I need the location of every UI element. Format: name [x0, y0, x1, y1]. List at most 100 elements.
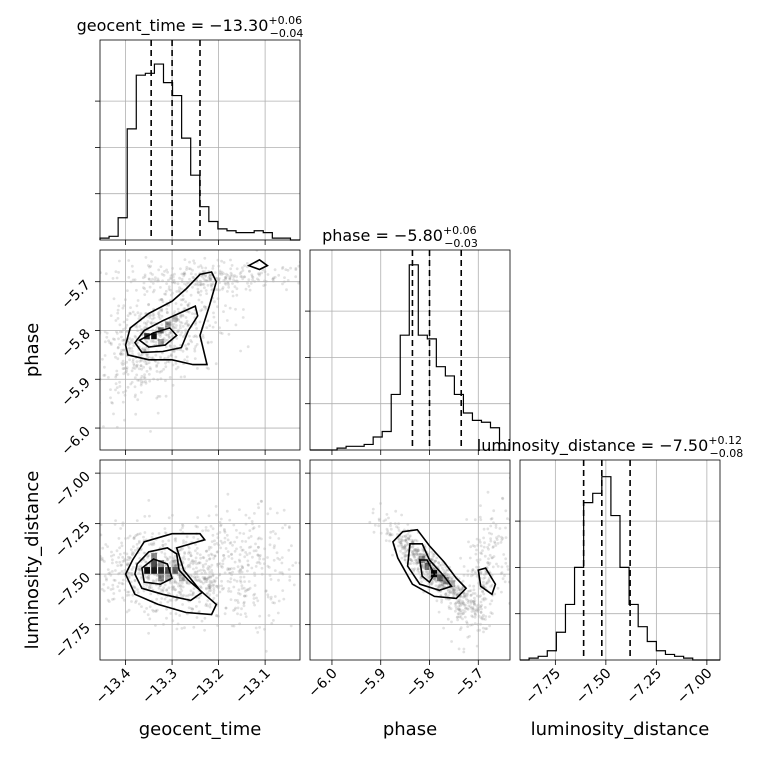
sample-point [394, 509, 398, 513]
sample-point [137, 367, 141, 371]
sample-point [411, 551, 414, 555]
sample-point [81, 554, 84, 557]
sample-point [444, 581, 448, 585]
sample-point [398, 541, 402, 544]
sample-point [491, 612, 494, 615]
sample-point [200, 300, 204, 304]
sample-point [110, 401, 113, 404]
sample-point [461, 609, 465, 612]
sample-point [103, 330, 107, 334]
sample-point [384, 539, 388, 542]
sample-point [132, 545, 135, 549]
sample-point [270, 622, 274, 625]
sample-point [248, 551, 252, 555]
sample-point [377, 524, 381, 528]
sample-point [224, 282, 228, 286]
sample-point [190, 559, 194, 563]
sample-point [167, 333, 171, 337]
sample-point [195, 335, 199, 339]
sample-point [251, 276, 255, 279]
sample-point [453, 588, 456, 592]
sample-point [286, 279, 290, 282]
sample-point [113, 579, 117, 582]
sample-point [457, 601, 460, 604]
sample-point [245, 553, 249, 557]
sample-point [281, 526, 284, 530]
sample-point [173, 310, 177, 313]
contour-geocent_time-phase-1 [133, 304, 199, 354]
sample-point [487, 557, 490, 561]
sample-point [220, 579, 224, 583]
sample-point [213, 271, 217, 274]
sample-point [182, 555, 186, 558]
sample-point [184, 344, 187, 347]
x-axis-label-phase: phase [383, 719, 437, 740]
sample-point [150, 543, 154, 547]
sample-point [444, 593, 447, 596]
sample-point [185, 581, 189, 585]
sample-point [419, 576, 422, 580]
sample-point [443, 580, 447, 584]
sample-point [166, 557, 170, 561]
sample-point [144, 560, 148, 564]
sample-point [149, 313, 152, 317]
sample-point [254, 626, 258, 630]
sample-point [287, 568, 291, 571]
sample-point [181, 313, 185, 317]
sample-point [465, 594, 469, 598]
sample-point [459, 615, 463, 619]
sample-point [126, 314, 130, 318]
sample-point [181, 577, 185, 580]
sample-point [435, 556, 439, 560]
sample-point [504, 561, 508, 565]
sample-point [462, 574, 466, 577]
sample-point [184, 316, 188, 319]
sample-point [506, 565, 509, 568]
sample-point [122, 559, 126, 563]
sample-point [109, 314, 113, 317]
sample-point [494, 523, 498, 527]
sample-point [232, 523, 236, 527]
sample-point [482, 545, 486, 549]
sample-point [466, 625, 470, 628]
density-cell-geocent_time-luminosity_distance [158, 574, 164, 582]
sample-point [225, 272, 228, 276]
sample-point [474, 552, 478, 556]
sample-point [155, 578, 159, 581]
sample-point [211, 264, 215, 268]
sample-point [403, 551, 407, 555]
sample-point [446, 588, 450, 591]
sample-point [244, 551, 248, 554]
sample-point [136, 311, 140, 315]
sample-point [271, 601, 275, 604]
sample-point [198, 600, 201, 604]
sample-point [230, 553, 233, 556]
sample-point [133, 586, 137, 590]
sample-point [240, 587, 244, 590]
sample-point [232, 585, 236, 589]
sample-point [461, 579, 465, 583]
sample-point [264, 589, 268, 593]
sample-point [416, 549, 420, 553]
sample-point [223, 528, 226, 531]
sample-point [494, 544, 498, 547]
sample-point [178, 286, 181, 290]
sample-point [256, 553, 260, 557]
sample-point [459, 556, 462, 560]
sample-point [203, 576, 207, 580]
sample-point [161, 589, 165, 593]
sample-point [453, 588, 456, 592]
sample-point [168, 376, 172, 379]
sample-point [273, 268, 277, 272]
sample-point [151, 273, 154, 276]
sample-point [176, 317, 180, 321]
sample-point [177, 590, 181, 594]
sample-point [139, 383, 143, 387]
sample-point [228, 518, 232, 522]
sample-point [167, 586, 171, 590]
sample-point [198, 553, 202, 557]
sample-point [479, 605, 482, 608]
sample-point [213, 554, 217, 558]
sample-point [471, 606, 475, 609]
sample-point [289, 266, 292, 270]
